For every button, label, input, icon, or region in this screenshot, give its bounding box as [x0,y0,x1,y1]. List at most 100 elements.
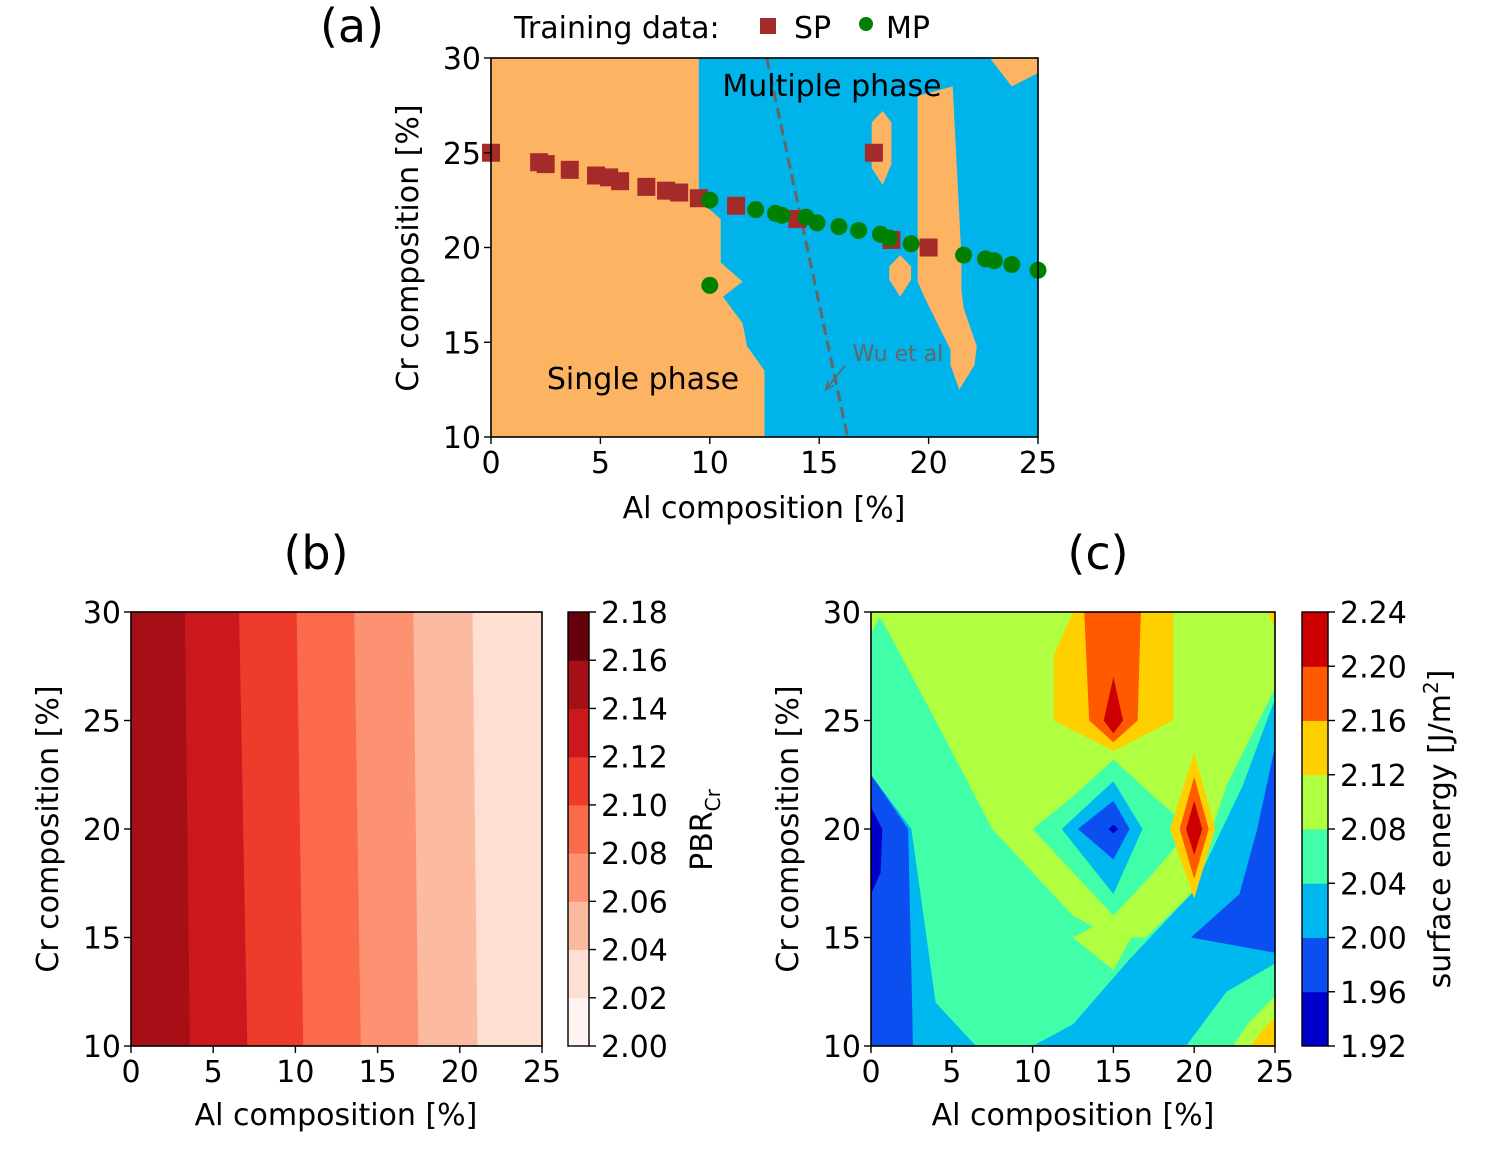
mp-point [830,218,848,236]
legend-title: Training data: [513,11,720,46]
region-label-multiple: Multiple phase [722,69,941,104]
a-ytick-label: 20 [443,232,481,267]
panel-b: 0 5 10 15 20 25 10 15 20 25 30 (b) Al composition … [31,526,725,1133]
mp-point [955,246,973,264]
a-ytick-label: 30 [443,42,481,77]
a-xtick-label: 20 [910,446,948,481]
c-xtick-label: 10 [1014,1055,1052,1090]
pbr-band [413,611,479,1047]
mp-point [747,201,765,219]
surface-energy-region [1266,612,1275,628]
legend-marker-sp [760,18,776,34]
colorbar-b-tick-label: 2.04 [601,934,668,969]
colorbar-b-swatch [568,612,589,661]
colorbar-c-tick-label: 2.04 [1340,867,1407,902]
pbr-band [354,611,420,1047]
axis-ticks-b: 0 5 10 15 20 25 10 15 20 25 30 [83,596,561,1090]
c-xtick-label: 0 [861,1055,880,1090]
colorbar-label-c: surface energy [J/m2] [1419,670,1458,989]
pbr-band [130,611,191,1047]
c-xtick-label: 15 [1094,1055,1132,1090]
axis-ticks-a: 0 5 10 15 20 25 10 15 20 25 30 [443,42,1057,481]
colorbar-b-swatch [568,708,589,758]
mp-point [850,221,868,239]
colorbar-b-tick-label: 2.06 [601,885,668,920]
colorbar-c-tick-label: 2.12 [1340,759,1407,794]
colorbar-c: 1.92 1.96 2.00 2.04 2.08 2.12 2.16 2.20 2.24 [1301,596,1407,1065]
sp-point [611,172,630,191]
surface-energy-region [871,807,883,895]
colorbar-c-swatch [1302,991,1328,1047]
b-ytick-label: 30 [83,596,121,631]
colorbar-b-tick-label: 2.00 [601,1030,668,1065]
a-xtick-label: 0 [481,446,500,481]
axis-ticks-c: 0 5 10 15 20 25 10 15 20 25 30 [823,596,1294,1090]
mp-point [773,206,791,224]
a-xtick-label: 5 [591,446,610,481]
colorbar-b-tick-label: 2.12 [601,741,668,776]
colorbar-b-tick-label: 2.10 [601,789,668,824]
panel-a: 0 5 10 15 20 25 10 15 20 25 30 (a) Single phase Mu… [320,0,1057,526]
surface-energy-region [1084,612,1141,743]
colorbar-b-tick-label: 2.14 [601,692,668,727]
b-ytick-label: 20 [83,813,121,848]
y-axis-label-b: Cr composition [%] [31,685,66,972]
colorbar-c-tick-label: 1.96 [1340,976,1407,1011]
surface-energy-region [871,612,883,634]
single-phase-island [889,255,912,297]
b-xtick-label: 10 [276,1055,314,1090]
colorbar-c-tick-label: 1.92 [1340,1030,1407,1065]
x-axis-label-a: Al composition [%] [623,491,906,526]
colorbar-c-tick-label: 2.00 [1340,922,1407,957]
pbr-contours [130,611,543,1047]
c-xtick-label: 5 [942,1055,961,1090]
a-xtick-label: 10 [691,446,729,481]
colorbar-b-swatch [568,756,589,806]
colorbar-c-tick-label: 2.20 [1340,650,1407,685]
surface-energy-region [1077,800,1130,860]
y-axis-label-a: Cr composition [%] [391,104,426,391]
panel-title-b: (b) [283,526,348,580]
colorbar-b-tick-label: 2.02 [601,982,668,1017]
c-ytick-label: 30 [823,596,861,631]
b-ytick-label: 10 [83,1030,121,1065]
colorbar-b-tick-label: 2.08 [601,837,668,872]
colorbar-b-tick-label: 2.16 [601,644,668,679]
colorbar-c-tick-label: 2.16 [1340,705,1407,740]
panel-title-c: (c) [1067,526,1128,580]
b-xtick-label: 0 [121,1055,140,1090]
a-ytick-label: 25 [443,137,481,172]
region-label-single: Single phase [547,362,739,397]
panel-title-a: (a) [320,0,384,53]
surface-energy-region [1250,1017,1275,1046]
colorbar-label-b: PBRCr [685,788,725,870]
mp-point [701,276,719,294]
legend-marker-mp [859,17,873,31]
colorbar-b-frame [567,611,590,1047]
a-ytick-label: 15 [443,326,481,361]
colorbar-c-swatch [1302,937,1328,993]
legend: Training data: SP MP [513,11,930,46]
wu-et-al-boundary [765,58,850,437]
colorbar-c-swatch [1302,774,1328,830]
surface-energy-region [1073,915,1132,971]
sp-point [919,238,938,257]
pbr-band [184,611,249,1047]
mp-point [985,252,1003,270]
c-ytick-label: 15 [823,922,861,957]
c-xtick-label: 25 [1256,1055,1294,1090]
legend-label-sp: SP [794,11,831,46]
phase-map [491,58,1038,437]
c-ytick-label: 10 [823,1030,861,1065]
pbr-band [296,611,362,1047]
colorbar-b-swatch [568,853,589,902]
x-axis-label-c: Al composition [%] [932,1098,1215,1133]
annotation-wu: Wu et al [853,342,944,367]
x-axis-label-b: Al composition [%] [195,1098,478,1133]
colorbar-c-tick-label: 2.08 [1340,813,1407,848]
colorbar-b-swatch [568,804,589,854]
a-xtick-label: 25 [1019,446,1057,481]
mp-point [808,214,826,232]
colorbar-c-tick-label: 2.24 [1340,596,1407,631]
pbr-band [239,611,305,1047]
